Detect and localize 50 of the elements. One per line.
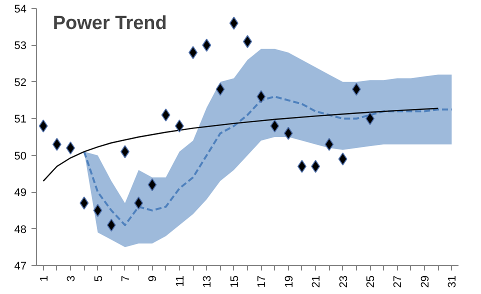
point [216,82,225,96]
line-series [42,108,439,182]
point [174,119,184,132]
point [66,142,76,155]
point [80,196,89,210]
y-tick-label: 50 [14,150,27,162]
x-tick-label: 27 [392,275,404,288]
y-tick-label: 48 [14,224,27,236]
x-tick-label: 11 [174,275,186,287]
point [188,46,198,60]
x-tick-label: 21 [310,275,323,288]
x-tick-label: 25 [365,275,378,288]
point [311,160,320,173]
x-tick-label: 23 [338,275,350,288]
point [270,119,280,132]
point [324,138,334,151]
point [38,119,48,132]
point [366,112,375,126]
point [352,82,361,96]
x-tick-label: 29 [419,275,432,288]
point [229,16,238,30]
y-tick-label: 54 [14,4,27,16]
point [256,90,266,104]
y-tick-label: 49 [14,187,27,200]
point [134,196,144,210]
x-tick-label: 31 [446,275,459,288]
y-tick-label: 53 [14,40,27,52]
point [148,178,157,192]
point [52,138,62,151]
point [284,126,293,140]
point [161,108,170,122]
x-tick-label: 9 [147,275,160,282]
point [93,204,102,217]
x-tick-label: 13 [202,275,214,288]
x-tick-label: 17 [256,275,268,288]
x-tick-label: 19 [283,275,296,288]
point [338,152,348,166]
point [202,38,212,52]
y-tick-label: 52 [14,76,27,89]
x-tick-label: 7 [120,275,132,282]
point [120,145,130,158]
point [106,218,116,232]
x-tick-label: 15 [228,275,241,288]
chart-title: Power Trend [52,12,167,34]
y-tick-label: 47 [14,260,27,272]
point [297,160,306,173]
x-tick-label: 5 [92,275,105,282]
x-tick-label: 1 [38,275,50,282]
y-tick-label: 51 [14,114,27,126]
x-tick-label: 3 [66,275,78,282]
